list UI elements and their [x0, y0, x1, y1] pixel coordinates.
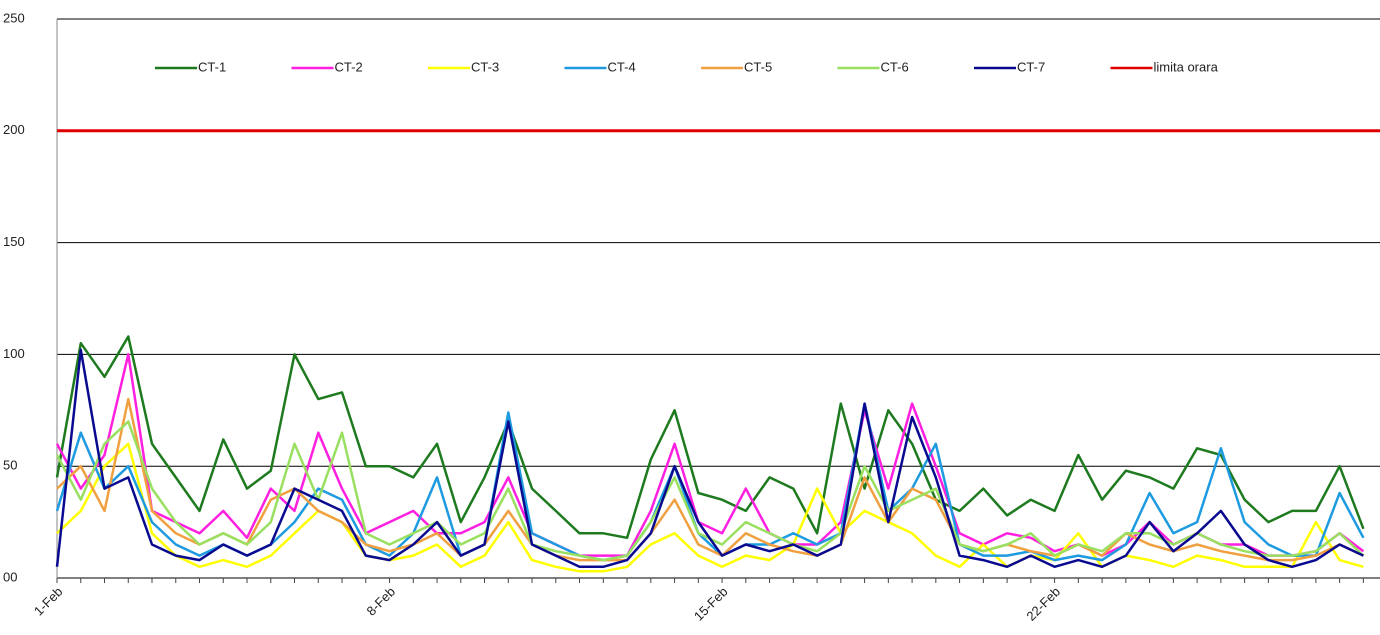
x-tick-label: 8-Feb	[363, 584, 398, 619]
y-tick-label: 00	[3, 569, 17, 584]
series-line	[56, 397, 1364, 562]
y-tick-label: 50	[3, 458, 17, 473]
series-line	[55, 335, 1365, 540]
legend-label: CT-1	[198, 59, 226, 74]
series-line	[55, 348, 1364, 569]
series-line	[55, 402, 1365, 562]
x-tick-label: 1-Feb	[31, 584, 66, 619]
legend-label: limita orara	[1154, 59, 1219, 74]
y-tick-label: 100	[3, 346, 25, 361]
y-tick-label: 250	[3, 10, 25, 25]
y-tick-label: 200	[3, 122, 25, 137]
legend-label: CT-4	[608, 59, 636, 74]
x-tick-label: 22-Feb	[1023, 584, 1063, 624]
x-tick-label: 15-Feb	[691, 584, 731, 624]
legend-label: CT-6	[881, 59, 909, 74]
legend-label: CT-7	[1017, 59, 1045, 74]
series-line	[56, 442, 1364, 573]
y-tick-label: 150	[3, 234, 25, 249]
legend-label: CT-2	[335, 59, 363, 74]
legend-label: CT-5	[744, 59, 772, 74]
legend-label: CT-3	[471, 59, 499, 74]
